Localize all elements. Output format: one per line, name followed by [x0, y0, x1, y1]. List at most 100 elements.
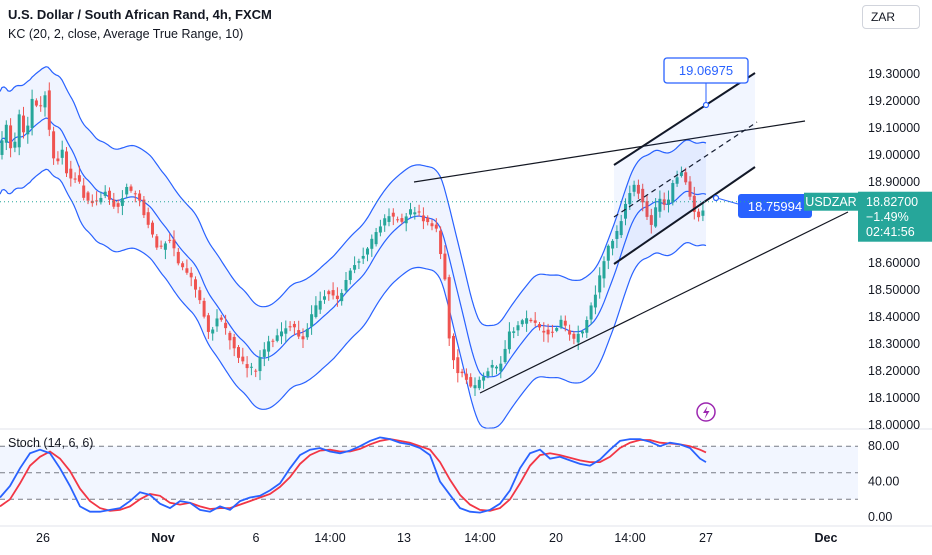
- candle: [331, 282, 335, 300]
- candle-body: [473, 385, 477, 389]
- candle: [73, 172, 77, 183]
- candle-body: [211, 329, 215, 334]
- candle: [469, 373, 473, 388]
- candle-body: [292, 323, 296, 328]
- candle-body: [151, 222, 154, 235]
- candle: [77, 165, 81, 184]
- price-tick-label: 18.10000: [868, 391, 920, 405]
- candle-body: [30, 98, 34, 128]
- candle-body: [224, 322, 228, 329]
- candle-body: [267, 341, 271, 352]
- candle-body: [688, 181, 692, 197]
- candle: [9, 118, 13, 158]
- candle-body: [568, 330, 572, 335]
- candle: [335, 287, 339, 307]
- candle-body: [13, 141, 17, 148]
- channel-middle-line[interactable]: [613, 121, 758, 218]
- candle: [387, 208, 391, 227]
- candle: [477, 376, 481, 391]
- candle-body: [194, 279, 197, 290]
- candle: [378, 219, 382, 237]
- candle: [507, 322, 511, 354]
- candle-body: [288, 326, 292, 328]
- candle: [520, 318, 524, 327]
- candle: [404, 213, 408, 232]
- candle: [267, 335, 271, 361]
- candle-body: [73, 178, 77, 180]
- candle-body: [417, 211, 421, 213]
- candle: [439, 226, 443, 260]
- candle-body: [0, 140, 4, 155]
- candle: [576, 325, 580, 350]
- time-axis[interactable]: 26 Nov 6 14:00 13 14:00 20 14:00 27 Dec: [36, 531, 837, 545]
- annotation-lower-anchor[interactable]: [712, 194, 720, 202]
- candle-body: [482, 376, 486, 381]
- candle: [619, 214, 623, 239]
- annotation-upper-box[interactable]: [663, 57, 749, 84]
- annotation-upper-label: 19.06975: [679, 63, 733, 78]
- stoch-legend[interactable]: Stoch (14, 6, 6): [8, 436, 94, 450]
- candle-body: [697, 211, 701, 218]
- price-label-box[interactable]: [858, 191, 932, 242]
- candle-body: [370, 238, 374, 249]
- candle-body: [520, 320, 524, 325]
- indicator-legend[interactable]: KC (20, 2, close, Average True Range, 10…: [8, 27, 244, 41]
- candle: [241, 347, 245, 365]
- candle: [581, 329, 584, 338]
- candle: [490, 359, 494, 377]
- candle: [224, 314, 228, 335]
- candle-body: [241, 356, 245, 362]
- candle-body: [155, 236, 159, 248]
- candle: [34, 98, 38, 108]
- candle-body: [615, 230, 619, 239]
- channel-upper-line[interactable]: [613, 72, 756, 166]
- trendline-lower-wedge[interactable]: [479, 211, 849, 394]
- annotation-lower-label: 18.75994: [748, 199, 802, 214]
- candle-body: [684, 172, 688, 183]
- candle: [297, 320, 301, 340]
- candle: [525, 310, 529, 332]
- candle: [675, 170, 679, 187]
- candle-body: [331, 290, 335, 296]
- channel-lower-line[interactable]: [613, 166, 756, 265]
- candle-body: [172, 239, 176, 249]
- price-tick-label: 19.30000: [868, 67, 920, 81]
- candle: [353, 256, 357, 274]
- candle-body: [129, 186, 133, 191]
- candle: [559, 315, 563, 330]
- candle-body: [529, 319, 533, 322]
- candle-body: [624, 203, 627, 219]
- candle: [13, 132, 17, 153]
- candle-body: [675, 177, 679, 184]
- time-tick-label: 14:00: [614, 531, 645, 545]
- candle: [396, 216, 400, 223]
- candle: [138, 190, 142, 207]
- candle: [4, 120, 8, 151]
- keltner-band-fill: [0, 66, 706, 429]
- currency-selector[interactable]: ZAR: [862, 5, 920, 29]
- candle: [374, 227, 378, 247]
- candle-body: [507, 331, 511, 350]
- candle: [430, 219, 434, 231]
- candle-body: [559, 319, 563, 328]
- candle-body: [692, 195, 696, 212]
- candle: [529, 317, 533, 323]
- price-axis[interactable]: 19.30000 19.20000 19.10000 19.00000 18.90000…: [868, 67, 920, 432]
- candle-body: [262, 349, 266, 357]
- candle-body: [632, 184, 636, 192]
- annotation-lower-box[interactable]: [738, 194, 812, 218]
- candle: [112, 192, 116, 209]
- candle: [434, 218, 438, 233]
- trendline-upper-wedge[interactable]: [413, 120, 806, 183]
- candle: [65, 146, 68, 177]
- candle-body: [606, 245, 610, 261]
- candle-body: [353, 265, 357, 270]
- annotation-upper-anchor[interactable]: [702, 101, 710, 109]
- candle-body: [430, 223, 434, 227]
- candle-body: [280, 331, 283, 337]
- candle: [348, 268, 352, 285]
- stoch-tick-label: 0.00: [868, 510, 892, 524]
- candle-body: [667, 199, 670, 205]
- candle-body: [198, 290, 202, 301]
